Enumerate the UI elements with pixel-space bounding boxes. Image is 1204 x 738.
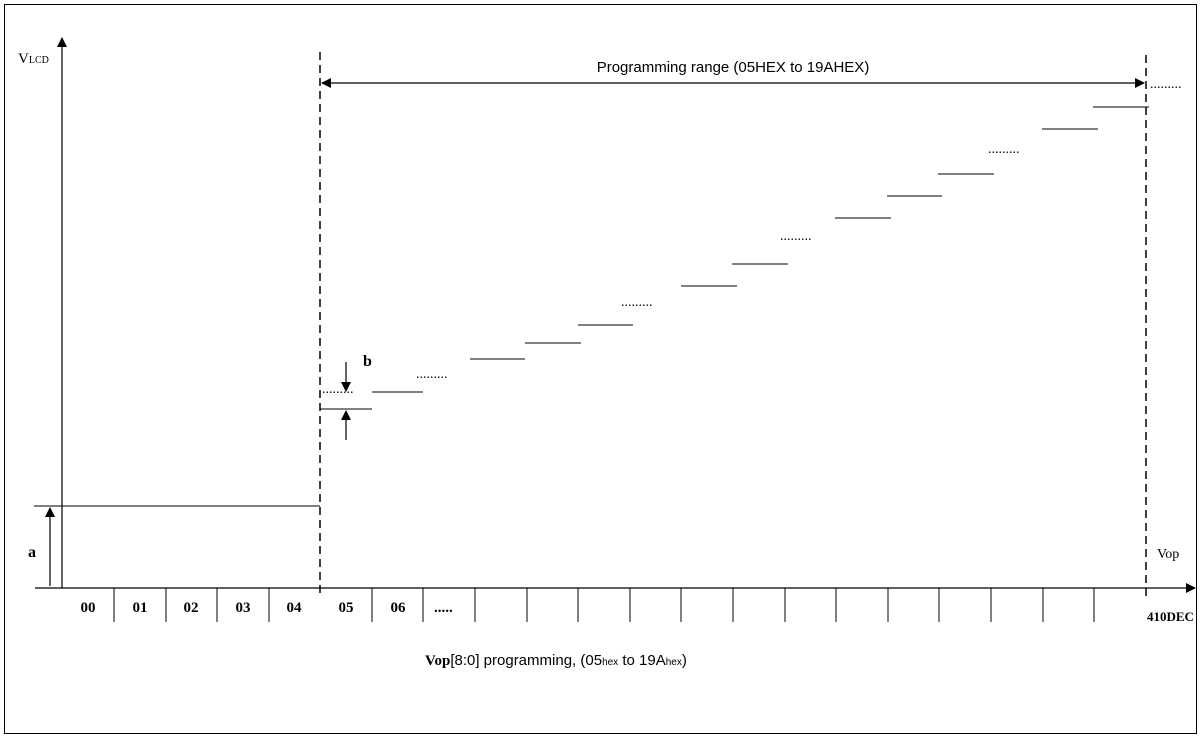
dots-continuation: ......... [780, 229, 812, 244]
x-tick-label: 04 [287, 600, 303, 616]
x-tick-label: 01 [133, 600, 148, 616]
dots-continuation: ......... [988, 142, 1020, 157]
dots-continuation: ......... [621, 295, 653, 310]
x-tick-label: ..... [434, 600, 453, 616]
label-b: b [363, 353, 372, 370]
x-tick-label: 03 [236, 600, 251, 616]
dots-continuation: ......... [416, 367, 448, 382]
range-label: Programming range (05HEX to 19AHEX) [597, 59, 870, 76]
label-a: a [28, 544, 36, 561]
x-tick-label: 06 [391, 600, 407, 616]
x-axis-label: Vop [1157, 547, 1179, 562]
dots-continuation: ......... [1150, 77, 1182, 92]
x-tick-label: 02 [184, 600, 199, 616]
diagram-caption: Vop[8:0] programming, (05hex to 19Ahex) [425, 652, 687, 669]
dots-continuation: ......... [322, 382, 354, 397]
x-tick-separators [113, 588, 1095, 622]
x-tick-label: 05 [339, 600, 354, 616]
x-tick-label: 00 [81, 600, 96, 616]
diagram-frame [4, 4, 1197, 734]
end-tick-label: 410DEC [1147, 609, 1194, 624]
y-axis-label: VLCD [18, 51, 49, 67]
